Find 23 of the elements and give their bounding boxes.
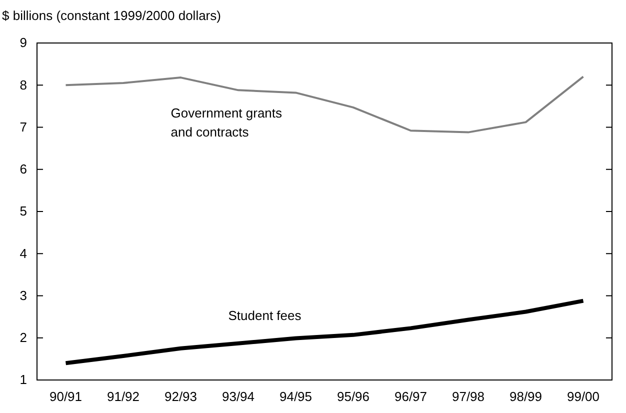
line-series	[64, 298, 586, 366]
x-tick-label: 99/00	[566, 389, 600, 404]
x-tick-label: 91/92	[106, 389, 140, 404]
y-axis-title: $ billions (constant 1999/2000 dollars)	[2, 8, 221, 23]
series-label: Government grants and contracts	[170, 106, 283, 140]
y-tick-label: 7	[20, 119, 27, 134]
x-tick-label: 97/98	[452, 389, 485, 404]
y-tick-label: 2	[20, 330, 27, 346]
x-tick-label: 95/96	[336, 389, 370, 404]
x-tick-label: 98/99	[509, 389, 542, 404]
y-tick-label: 6	[20, 162, 27, 177]
x-tick-label: 94/95	[279, 389, 312, 404]
x-tick-label: 93/94	[222, 389, 255, 404]
x-tick-label: 90/91	[49, 389, 82, 404]
x-tick-label: 96/97	[394, 389, 428, 404]
y-tick-label: 9	[20, 35, 27, 50]
y-tick-label: 1	[20, 372, 27, 388]
y-tick-label: 5	[20, 204, 27, 219]
y-tick-label: 3	[20, 288, 27, 303]
x-tick-label: 92/93	[164, 389, 198, 404]
y-tick-label: 8	[20, 77, 27, 92]
series-label: Student fees	[228, 308, 302, 324]
y-tick-label: 4	[20, 246, 27, 261]
